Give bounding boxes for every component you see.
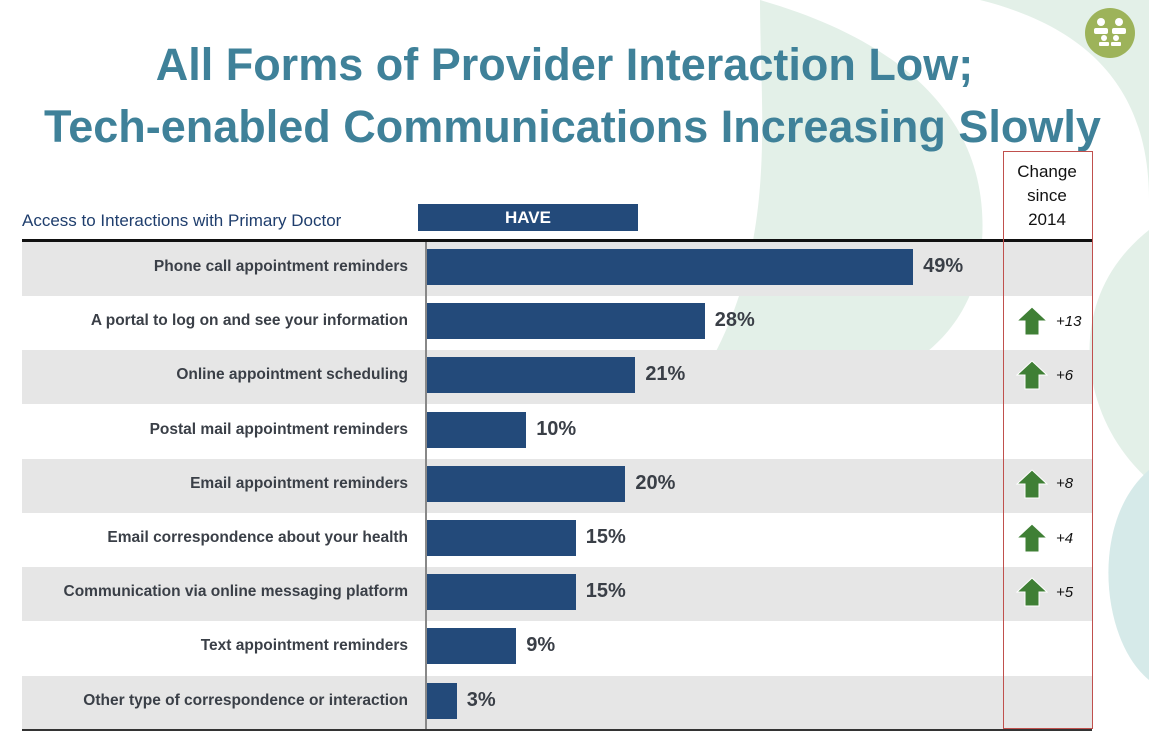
- bar: [427, 628, 517, 665]
- value-label: 20%: [635, 471, 676, 494]
- chart-subtitle: Access to Interactions with Primary Doct…: [22, 211, 342, 230]
- value-label: 28%: [714, 309, 755, 332]
- title-line-2: Tech-enabled Communications Increasing S…: [44, 101, 1101, 152]
- bar: [427, 574, 576, 611]
- value-label: 10%: [536, 417, 577, 440]
- category-label: Postal mail appointment reminders: [149, 420, 408, 438]
- header-divider: [22, 239, 1092, 242]
- change-column-frame: [1003, 151, 1093, 729]
- value-label: 15%: [585, 580, 626, 603]
- bar: [427, 249, 914, 285]
- change-value: +4: [1056, 529, 1074, 547]
- bar: [427, 682, 457, 719]
- arrow-up-icon: [1016, 523, 1048, 553]
- category-label: Email appointment reminders: [190, 474, 408, 492]
- change-indicator: +6: [1016, 360, 1073, 390]
- series-header-have: HAVE: [418, 204, 638, 231]
- change-header-line: 2014: [1028, 210, 1066, 229]
- arrow-up-icon: [1016, 306, 1048, 336]
- change-indicator: +4: [1016, 523, 1073, 553]
- value-label: 21%: [645, 363, 686, 386]
- change-indicator: +13: [1016, 306, 1081, 336]
- category-label: Phone call appointment reminders: [153, 258, 408, 275]
- change-header-line: since: [1027, 186, 1067, 205]
- value-label: 15%: [585, 526, 626, 548]
- change-header-line: Change: [1017, 162, 1077, 181]
- change-value: +8: [1056, 475, 1074, 493]
- category-label: Text appointment reminders: [200, 637, 408, 655]
- bar: [427, 411, 527, 448]
- arrow-up-icon: [1016, 577, 1048, 607]
- category-label: Communication via online messaging platf…: [63, 583, 409, 601]
- value-label: 9%: [526, 634, 556, 657]
- change-indicator: +8: [1016, 469, 1073, 499]
- arrow-up-icon: [1016, 469, 1048, 499]
- bottom-divider: [22, 729, 1092, 731]
- change-header: Change since 2014: [1003, 160, 1091, 232]
- row-band: [22, 675, 1092, 730]
- value-label: 3%: [466, 688, 496, 711]
- change-value: +6: [1056, 366, 1074, 384]
- y-axis-line: [425, 241, 427, 729]
- bar: [427, 303, 705, 340]
- bar: [427, 520, 576, 556]
- bar: [427, 357, 636, 394]
- change-value: +5: [1056, 583, 1074, 601]
- change-indicator: +5: [1016, 577, 1073, 607]
- category-label: A portal to log on and see your informat…: [90, 312, 408, 330]
- title-line-1: All Forms of Provider Interaction Low;: [155, 39, 974, 90]
- bar: [427, 465, 626, 502]
- change-value: +13: [1056, 312, 1082, 330]
- category-label: Email correspondence about your health: [107, 529, 408, 546]
- category-label: Online appointment scheduling: [176, 366, 408, 384]
- value-label: 49%: [923, 255, 964, 277]
- arrow-up-icon: [1016, 360, 1048, 390]
- row-band: [22, 621, 1092, 675]
- category-label: Other type of correspondence or interact…: [83, 691, 408, 709]
